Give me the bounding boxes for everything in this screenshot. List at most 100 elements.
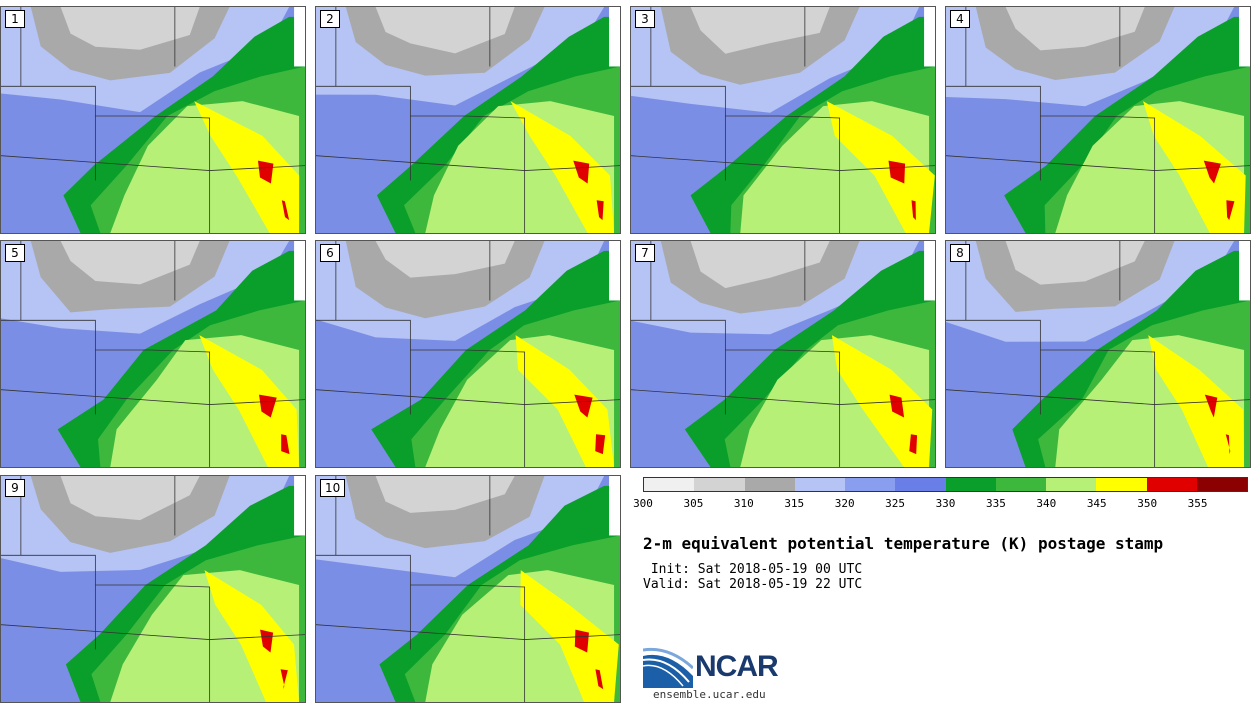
colorbar-swatch (1096, 478, 1147, 491)
colorbar-tick-label: 315 (784, 497, 805, 510)
member-label: 9 (5, 479, 25, 497)
map-9 (1, 476, 305, 702)
state-boundary (1095, 115, 1156, 233)
region-red (281, 200, 290, 221)
colorbar-tick-label: 345 (1086, 497, 1107, 510)
region-yellow (515, 335, 615, 467)
state-boundary (209, 634, 305, 640)
colorbar-swatch (1046, 478, 1097, 491)
state-boundary (465, 349, 526, 467)
state-boundary (1154, 165, 1250, 171)
colorbar-swatch (1196, 478, 1247, 491)
colorbar-tick-label: 325 (885, 497, 906, 510)
member-label: 5 (5, 244, 25, 262)
member-panel: 8 (945, 240, 1251, 468)
init-time: Init: Sat 2018-05-19 00 UTC (643, 562, 863, 577)
region-red (257, 160, 274, 184)
colorbar-tick-label: 305 (683, 497, 704, 510)
colorbar-ticks: 300 305 310 315 320 325 330 335 340 345 350 355 (633, 497, 1248, 513)
region-red (574, 629, 589, 653)
colorbar-swatch (794, 478, 845, 491)
region-light-gray (690, 7, 830, 54)
colorbar-swatch (895, 478, 946, 491)
region-red (595, 434, 606, 455)
region-red (1225, 434, 1231, 455)
member-label: 7 (635, 244, 655, 262)
member-label: 3 (635, 10, 655, 28)
state-boundary (209, 165, 305, 171)
region-light-gray (1005, 7, 1145, 51)
region-light-gray (60, 476, 200, 521)
state-boundary (631, 389, 840, 405)
state-boundary (150, 584, 211, 702)
region-light-gray (690, 241, 830, 289)
member-label: 6 (320, 244, 340, 262)
region-light-green (425, 570, 615, 702)
region-yellow (199, 335, 300, 467)
state-boundary (524, 399, 620, 405)
region-red (259, 394, 277, 418)
state-boundary (150, 115, 211, 233)
region-red (909, 434, 918, 455)
region-red (281, 434, 290, 455)
colorbar-tick-label: 320 (834, 497, 855, 510)
state-boundary (524, 634, 620, 640)
colorbar-tick-label: 350 (1137, 497, 1158, 510)
lake-area (924, 241, 935, 301)
lake-area (609, 241, 620, 301)
state-boundary (316, 319, 466, 351)
state-boundary (1, 155, 210, 171)
state-boundary (946, 85, 1096, 117)
region-red (596, 200, 604, 221)
state-boundary (465, 584, 526, 702)
member-panel: 2 (315, 6, 621, 234)
region-light-gray (60, 241, 200, 285)
state-boundary (946, 389, 1155, 405)
state-boundary (1154, 399, 1250, 405)
lake-area (609, 476, 620, 536)
lake-area (294, 241, 305, 301)
region-yellow (194, 101, 300, 233)
state-boundary (1, 554, 151, 586)
lake-area (1239, 241, 1250, 301)
member-label: 4 (950, 10, 970, 28)
region-red (260, 629, 274, 653)
colorbar-swatch (694, 478, 745, 491)
state-boundary (780, 349, 841, 467)
region-red (1204, 394, 1218, 418)
state-boundary (1, 624, 210, 640)
region-red (888, 160, 906, 184)
state-boundary (631, 155, 840, 171)
member-label: 1 (5, 10, 25, 28)
region-red (1226, 200, 1235, 221)
member-panel: 4 (945, 6, 1251, 234)
region-red (595, 669, 604, 690)
colorbar-tick-label: 340 (1036, 497, 1057, 510)
member-label: 8 (950, 244, 970, 262)
region-red (574, 394, 593, 418)
member-panel: 5 (0, 240, 306, 468)
region-yellow (1143, 101, 1246, 233)
state-boundary (839, 399, 935, 405)
map-8 (946, 241, 1250, 467)
lake-area (294, 476, 305, 536)
member-panel: 7 (630, 240, 936, 468)
region-light-gray (375, 241, 515, 278)
state-boundary (631, 319, 781, 351)
region-light-gray (375, 476, 515, 513)
lake-area (294, 7, 305, 67)
state-boundary (946, 319, 1096, 351)
state-boundary (839, 165, 935, 171)
member-panel: 10 (315, 475, 621, 703)
ncar-logo-text: NCAR (695, 650, 779, 683)
state-boundary (1, 389, 210, 405)
member-label: 10 (320, 479, 346, 497)
region-red (889, 394, 905, 418)
state-boundary (316, 554, 466, 586)
state-boundary (316, 155, 525, 171)
state-boundary (631, 85, 781, 117)
colorbar-swatch (845, 478, 896, 491)
region-yellow (1148, 335, 1245, 467)
colorbar-swatch (744, 478, 795, 491)
colorbar-tick-label: 310 (733, 497, 754, 510)
